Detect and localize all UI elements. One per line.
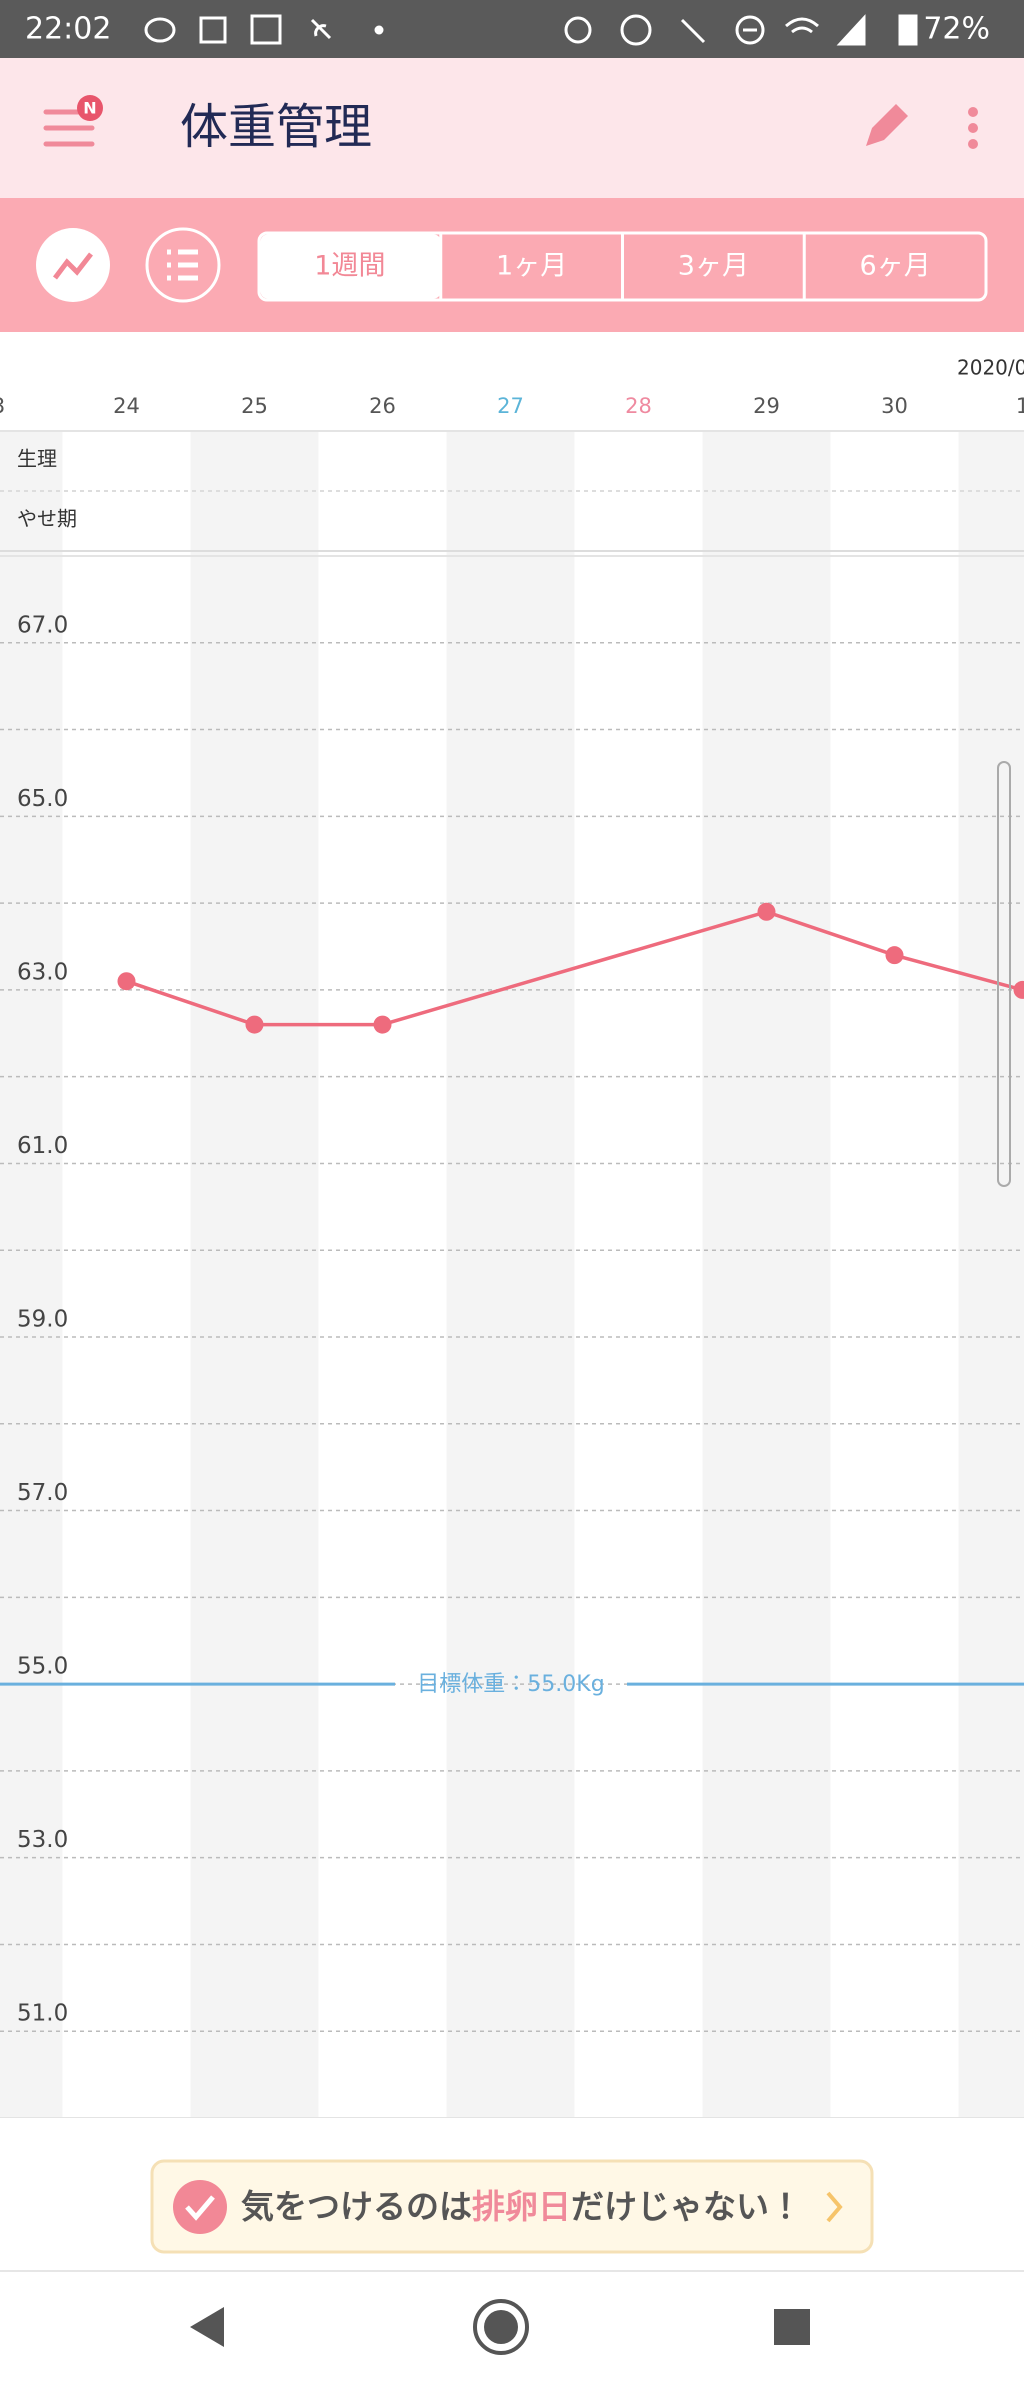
y-tick-label: 55.0 [17, 1654, 68, 1680]
weight-point[interactable] [117, 972, 136, 991]
recents-button[interactable] [774, 2309, 810, 2345]
x-tick-label: 26 [369, 394, 396, 418]
list-view-button[interactable] [145, 227, 221, 303]
y-tick-label: 65.0 [17, 786, 68, 812]
menu-button[interactable]: N [43, 95, 103, 147]
row-label: 生理 [17, 447, 57, 471]
edit-button[interactable] [866, 104, 908, 146]
app-header [0, 58, 1024, 198]
column-stripe [702, 431, 831, 2118]
date-label: 2020/0 [957, 356, 1024, 380]
battery-level: 72% [923, 12, 990, 47]
weight-point[interactable] [757, 902, 776, 921]
banner-text-part: 排卵日 [472, 2187, 571, 2226]
column-stripe [190, 431, 319, 2118]
ad-banner[interactable]: 気をつけるのは排卵日だけじゃない！ [150, 2159, 874, 2254]
target-label: 目標体重：55.0Kg [417, 1672, 604, 1697]
more-button[interactable] [968, 107, 978, 149]
x-tick-label: 29 [753, 394, 780, 418]
y-tick-label: 57.0 [17, 1480, 68, 1506]
scrollbar [997, 761, 1011, 1187]
x-tick-label: 30 [881, 394, 908, 418]
x-tick-label: 3 [0, 394, 5, 418]
weight-point[interactable] [1013, 980, 1024, 999]
column-stripe [0, 431, 63, 2118]
banner-text: 気をつけるのは排卵日だけじゃない！ [241, 2187, 802, 2226]
home-button[interactable] [473, 2299, 529, 2355]
status-time: 22:02 [25, 12, 111, 47]
y-tick-label: 51.0 [17, 2001, 68, 2027]
period-tab[interactable]: 6ヶ月 [802, 234, 931, 299]
x-tick-label: 1 [1016, 394, 1024, 418]
period-tab[interactable]: 3ヶ月 [621, 234, 749, 299]
tab-label: 1週間 [314, 251, 385, 282]
column-stripe [446, 431, 575, 2118]
row-label: やせ期 [17, 507, 77, 531]
y-tick-label: 67.0 [17, 612, 68, 638]
x-tick-label: 24 [113, 394, 140, 418]
graph-view-button[interactable] [36, 228, 110, 302]
weight-point[interactable] [885, 946, 904, 965]
period-tab[interactable]: 1週間 [260, 234, 441, 299]
period-tab[interactable]: 1ヶ月 [439, 234, 567, 299]
x-tick-label: 25 [241, 394, 268, 418]
tab-selected [260, 234, 441, 299]
page-title: 体重管理 [180, 99, 372, 155]
status-icons [144, 14, 918, 46]
y-tick-label: 63.0 [17, 959, 68, 985]
back-button[interactable] [190, 2307, 224, 2347]
period-tabs: 1週間 1ヶ月 3ヶ月 6ヶ月 [257, 231, 988, 302]
banner-text-part: だけじゃない！ [571, 2187, 802, 2226]
tab-label: 1ヶ月 [496, 251, 567, 282]
y-tick-label: 59.0 [17, 1307, 68, 1333]
weight-point[interactable] [373, 1015, 392, 1034]
banner-text-part: 気をつけるのは [241, 2187, 472, 2226]
x-tick-label: 27 [497, 394, 524, 418]
notification-badge: N [83, 99, 96, 118]
tab-label: 6ヶ月 [860, 251, 931, 282]
tab-label: 3ヶ月 [678, 251, 749, 282]
weight-point[interactable] [245, 1015, 264, 1034]
x-tick-label: 28 [625, 394, 652, 418]
column-stripe [958, 431, 1024, 2118]
status-bar [0, 0, 1024, 58]
y-tick-label: 61.0 [17, 1133, 68, 1159]
weight-line [125, 909, 1023, 1027]
y-tick-label: 53.0 [17, 1827, 68, 1853]
